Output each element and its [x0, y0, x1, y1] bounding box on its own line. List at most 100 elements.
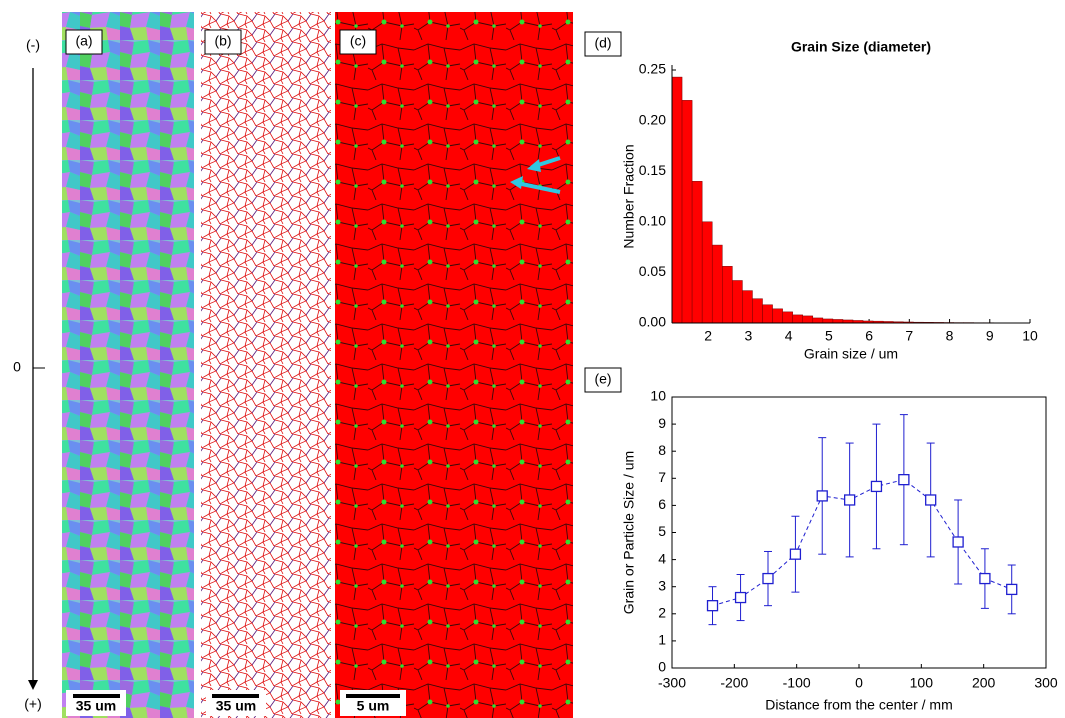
- marker: [734, 591, 747, 604]
- bar: [711, 244, 723, 324]
- x-tick-label: 2: [704, 328, 712, 344]
- x-tick-label: 300: [1034, 675, 1058, 691]
- x-tick-label: 5: [825, 328, 833, 344]
- y-tick-label: 0.15: [639, 162, 666, 178]
- x-axis-label: Distance from the center / mm: [765, 697, 953, 713]
- x-tick-label: -200: [720, 675, 748, 691]
- arrow-label: 0: [13, 359, 21, 375]
- marker: [1006, 583, 1018, 596]
- bar: [752, 298, 763, 324]
- panel-label-box: [339, 29, 377, 55]
- panel-b-labels: (b) 35 um: [204, 29, 266, 716]
- bar: [742, 290, 753, 324]
- marker: [762, 572, 774, 585]
- bar: [691, 181, 703, 324]
- y-tick-label: 4: [658, 550, 666, 566]
- y-tick-label: 0.25: [639, 61, 666, 77]
- panel-label-box: [584, 31, 622, 57]
- panel-label-box: [584, 367, 622, 393]
- y-tick-label: 0: [658, 659, 666, 675]
- bar: [701, 221, 713, 324]
- bar: [762, 304, 773, 324]
- y-tick-label: 2: [658, 605, 666, 621]
- panel-label: (e): [594, 371, 611, 387]
- panel-label: (a): [75, 33, 92, 49]
- y-tick-label: 3: [658, 577, 666, 593]
- y-axis-label: Grain or Particle Size / um: [621, 451, 637, 614]
- marker: [925, 494, 937, 506]
- pointer-arrow-head: [510, 176, 523, 189]
- arrow-label: (-): [26, 37, 40, 53]
- y-tick-label: 6: [658, 496, 666, 512]
- scale-bar: [212, 694, 259, 698]
- line: [712, 479, 1012, 607]
- marker: [816, 490, 828, 502]
- bar: [772, 308, 783, 324]
- x-tick-label: 10: [1022, 328, 1038, 344]
- x-tick-label: -300: [658, 675, 686, 691]
- bar: [822, 318, 834, 324]
- x-tick-label: 6: [865, 328, 873, 344]
- scale-bar-label: 35 um: [76, 698, 116, 714]
- marker: [898, 474, 910, 486]
- y-axis-label: Number Fraction: [621, 144, 637, 248]
- x-tick-label: 9: [986, 328, 994, 344]
- y-tick-label: 10: [650, 388, 666, 404]
- bar: [792, 314, 803, 324]
- y-tick-label: 7: [658, 469, 666, 485]
- pointer-arrow-head: [527, 159, 541, 172]
- y-tick-label: 0.00: [639, 314, 666, 330]
- scale-bar: [346, 694, 400, 698]
- x-tick-label: 8: [946, 328, 954, 344]
- scale-bar-label: 35 um: [216, 698, 256, 714]
- arrow-head: [28, 680, 38, 690]
- x-tick-label: 4: [785, 328, 793, 344]
- bar: [722, 266, 733, 324]
- x-tick-label: 200: [972, 675, 996, 691]
- bar: [681, 100, 693, 324]
- marker: [706, 600, 719, 612]
- y-tick-label: 5: [658, 523, 666, 539]
- micrograph: [335, 12, 573, 718]
- panel-label: (c): [350, 33, 366, 49]
- pointer-arrow: [516, 181, 561, 194]
- marker: [952, 536, 964, 548]
- bar: [812, 317, 824, 324]
- y-tick-label: 9: [658, 415, 666, 431]
- y-tick-label: 8: [658, 442, 666, 458]
- panel-a-labels: (a) 35 um: [65, 29, 126, 716]
- line-chart: (e) 0 1 2 3 4 5 6 7 8 9 10 -300 -200 -100 0 100 200 300 Dis…: [584, 367, 1058, 713]
- bar: [732, 280, 743, 324]
- y-tick-label: 1: [658, 632, 666, 648]
- x-tick-label: 7: [905, 328, 913, 344]
- bar: [782, 311, 793, 324]
- histogram-chart: (d) Grain Size (diameter) 0.00 0.05 0.10 0.15…: [584, 31, 1038, 362]
- bar: [802, 315, 814, 324]
- marker: [844, 494, 856, 506]
- micrograph: [62, 12, 194, 718]
- panel-label: (b): [214, 33, 231, 49]
- panel-label-box: [204, 29, 242, 55]
- panel-label-box: [65, 29, 103, 55]
- x-tick-label: 0: [855, 675, 863, 691]
- chart-title: Grain Size (diameter): [791, 39, 931, 55]
- x-tick-label: -100: [783, 675, 811, 691]
- y-tick-label: 0.10: [639, 213, 666, 229]
- scale-bar-label: 5 um: [357, 698, 390, 714]
- y-tick-label: 0.20: [639, 111, 666, 127]
- plot-frame: [671, 396, 1047, 669]
- panel-label: (d): [594, 35, 611, 51]
- scale-bar: [73, 694, 120, 698]
- marker: [979, 572, 991, 585]
- marker: [789, 548, 802, 560]
- x-tick-label: 100: [910, 675, 934, 691]
- micrograph: [201, 12, 331, 718]
- x-axis-label: Grain size / um: [804, 346, 898, 362]
- bar: [832, 319, 844, 324]
- y-tick-label: 0.05: [639, 263, 666, 279]
- arrow-label: (+): [24, 696, 42, 712]
- marker: [870, 480, 883, 493]
- panel-c-labels: (c) 5 um: [339, 29, 561, 716]
- bar: [671, 76, 683, 324]
